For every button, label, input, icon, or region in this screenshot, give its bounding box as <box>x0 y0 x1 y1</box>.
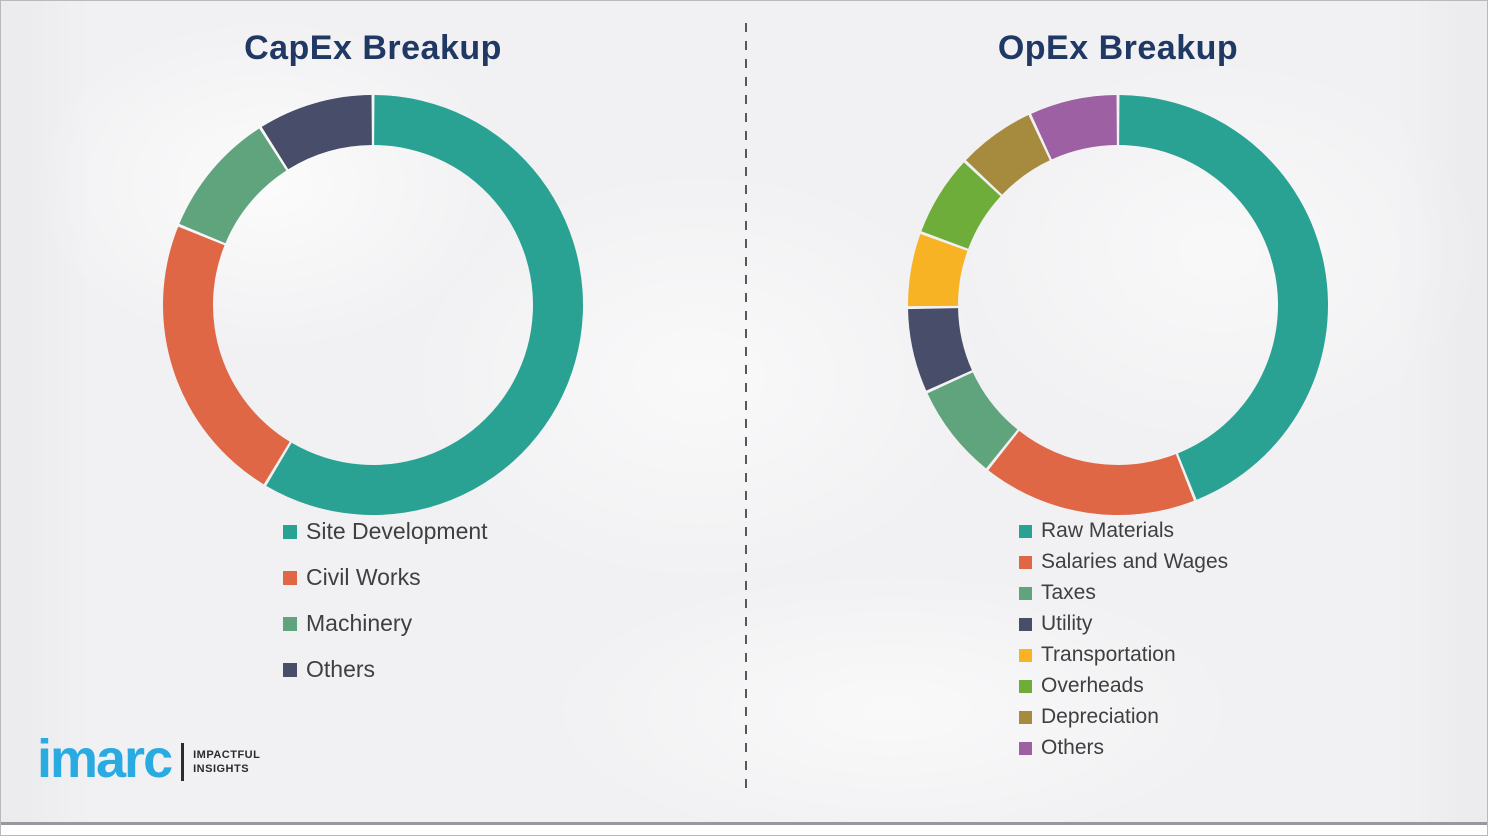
legend-item-others: Others <box>283 656 488 683</box>
donut-segment-others <box>261 95 372 170</box>
legend-label: Overheads <box>1041 674 1144 697</box>
legend-swatch-site-development <box>283 524 297 539</box>
legend-swatch-others <box>1019 741 1032 755</box>
legend-item-taxes: Taxes <box>1019 581 1228 605</box>
legend-label: Salaries and Wages <box>1041 550 1229 573</box>
legend-swatch-raw-materials <box>1019 524 1032 538</box>
legend-item-site-development: Site Development <box>283 518 488 545</box>
legend-item-utility: Utility <box>1019 612 1228 636</box>
legend-label: Raw Materials <box>1041 519 1175 542</box>
donut-segment-depreciation <box>965 115 1050 195</box>
legend-label: Civil Works <box>306 564 421 590</box>
legend-item-civil-works: Civil Works <box>283 564 488 591</box>
legend-item-transportation: Transportation <box>1019 643 1228 667</box>
legend-label: Utility <box>1041 612 1093 635</box>
legend-swatch-depreciation <box>1019 710 1032 724</box>
capex-legend: Site Development Civil Works Machinery Othe… <box>283 518 488 702</box>
legend-item-salaries-and-wages: Salaries and Wages <box>1019 550 1228 574</box>
donut-segment-site-development <box>266 95 583 515</box>
legend-label: Site Development <box>306 518 488 544</box>
opex-legend: Raw Materials Salaries and Wages Taxes Util… <box>1019 519 1228 767</box>
legend-swatch-transportation <box>1019 648 1032 662</box>
opex-panel: OpEx Breakup Raw Materials Salaries and W… <box>747 1 1487 835</box>
opex-donut-chart <box>903 90 1333 520</box>
legend-swatch-others <box>283 662 297 677</box>
imarc-logo-text: imarc <box>37 729 173 789</box>
donut-segment-others <box>1031 95 1117 160</box>
legend-swatch-overheads <box>1019 679 1032 693</box>
donut-segment-overheads <box>921 162 1001 249</box>
dashed-divider <box>745 23 747 789</box>
legend-label: Taxes <box>1041 581 1096 604</box>
legend-swatch-civil-works <box>283 570 297 585</box>
legend-swatch-salaries-and-wages <box>1019 555 1032 569</box>
legend-item-raw-materials: Raw Materials <box>1019 519 1228 543</box>
capex-title: CapEx Breakup <box>244 29 502 67</box>
legend-item-others: Others <box>1019 736 1228 760</box>
legend-item-depreciation: Depreciation <box>1019 705 1228 729</box>
donut-segment-civil-works <box>162 226 290 485</box>
legend-swatch-taxes <box>1019 586 1032 600</box>
logo-separator-bar <box>181 743 185 782</box>
donut-segment-utility <box>908 308 972 391</box>
tagline-line-1: IMPACTFUL <box>193 749 261 761</box>
capex-donut-chart <box>158 90 588 520</box>
donut-segment-salaries-and-wages <box>988 430 1194 515</box>
legend-item-overheads: Overheads <box>1019 674 1228 698</box>
bottom-border-line <box>1 822 1487 835</box>
imarc-tagline: IMPACTFUL INSIGHTS <box>193 748 260 777</box>
legend-swatch-utility <box>1019 617 1032 631</box>
donut-segment-machinery <box>179 128 287 244</box>
legend-label: Transportation <box>1041 643 1176 666</box>
tagline-line-2: INSIGHTS <box>193 763 250 776</box>
capex-panel: CapEx Breakup Site Development Civil Work… <box>1 1 745 835</box>
legend-label: Depreciation <box>1041 705 1159 728</box>
imarc-logo: imarc IMPACTFUL INSIGHTS <box>37 729 260 789</box>
donut-segment-taxes <box>927 372 1018 469</box>
legend-item-machinery: Machinery <box>283 610 488 637</box>
legend-label: Others <box>1041 736 1105 759</box>
donut-segment-transportation <box>908 234 968 307</box>
legend-swatch-machinery <box>283 616 297 631</box>
legend-label: Others <box>306 656 376 682</box>
opex-title: OpEx Breakup <box>997 29 1239 67</box>
legend-label: Machinery <box>306 610 413 636</box>
donut-segment-raw-materials <box>1119 95 1329 500</box>
